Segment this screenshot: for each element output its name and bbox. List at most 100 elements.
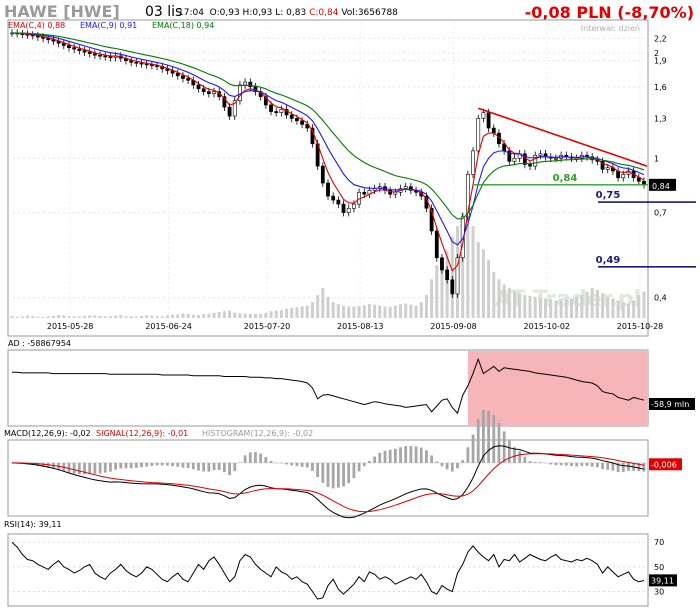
- macd-legend-item: HISTOGRAM(12,26,9): -0,02: [202, 429, 313, 438]
- candle-body: [248, 81, 253, 88]
- volume-bar: [207, 313, 211, 318]
- volume-bar: [72, 316, 76, 318]
- volume-bar: [26, 315, 30, 318]
- volume-bar: [316, 295, 320, 318]
- volume-bar: [129, 316, 133, 318]
- candle-body: [274, 111, 279, 113]
- volume-bar: [10, 315, 14, 318]
- volume-bar: [512, 291, 516, 318]
- histogram-bar: [77, 462, 81, 475]
- volume-bar: [471, 226, 475, 318]
- histogram-bar: [331, 462, 335, 489]
- histogram-bar: [243, 455, 247, 463]
- histogram-bar: [41, 462, 45, 467]
- price-tick-label: 2,2: [654, 34, 667, 43]
- histogram-bar: [435, 461, 439, 463]
- ad-last-box: [649, 398, 695, 410]
- candle-body: [87, 51, 92, 54]
- volume-bar: [388, 306, 392, 318]
- volume-bar: [481, 249, 485, 318]
- histogram-bar: [259, 453, 263, 463]
- candle-body: [175, 72, 180, 77]
- volume-bar: [580, 295, 584, 318]
- candle-body: [346, 207, 351, 213]
- histogram-bar: [217, 462, 221, 470]
- candle-body: [512, 158, 517, 162]
- volume-bar: [150, 315, 154, 318]
- volume-bar: [290, 307, 294, 318]
- volume-bar: [108, 316, 112, 318]
- x-tick-label: 2015-07-20: [244, 322, 291, 331]
- candle-body: [352, 203, 356, 209]
- x-tick-label: 2015-09-08: [430, 322, 477, 331]
- histogram-bar: [114, 462, 118, 470]
- histogram-bar: [523, 456, 527, 463]
- candle-body: [403, 186, 408, 189]
- histogram-bar: [145, 462, 149, 467]
- candle-body: [238, 84, 242, 102]
- volume-bar: [559, 300, 563, 318]
- volume-bar: [611, 298, 615, 318]
- volume-bar: [36, 316, 40, 318]
- histogram-bar: [414, 446, 418, 463]
- candle-body: [445, 269, 450, 281]
- candle-body: [300, 120, 304, 125]
- histogram-bar: [98, 462, 102, 474]
- histogram-bar: [321, 462, 325, 483]
- histogram-bar: [166, 462, 169, 466]
- candle-body: [362, 191, 367, 195]
- histogram-bar: [150, 462, 154, 466]
- volume-bar: [336, 303, 340, 318]
- candle-body: [61, 42, 66, 46]
- candle-body: [269, 104, 273, 112]
- resistance-trendline: [477, 107, 648, 167]
- volume-bar: [202, 314, 206, 318]
- histogram-bar: [181, 462, 185, 468]
- candle-body: [320, 165, 325, 184]
- x-tick-label: 2015-08-13: [337, 322, 384, 331]
- open-value: O:0,93: [209, 8, 240, 18]
- histogram-bar: [186, 462, 190, 469]
- volume-bar: [269, 311, 273, 318]
- volume-bar: [595, 289, 599, 318]
- histogram-bar: [290, 462, 294, 466]
- candle-body: [440, 257, 444, 271]
- volume-bar: [41, 316, 45, 318]
- histogram-bar: [580, 462, 584, 466]
- histogram-bar: [83, 462, 86, 475]
- candle-body: [186, 78, 191, 81]
- candle-body: [72, 47, 77, 50]
- histogram-bar: [305, 462, 309, 468]
- volume-bar: [383, 306, 387, 318]
- histogram-bar: [528, 461, 532, 463]
- ad-panel: AD : -58867954 -58,9 mln: [8, 339, 695, 425]
- histogram-bar: [336, 462, 340, 488]
- histogram-bar: [404, 446, 408, 463]
- histogram-bar: [36, 462, 40, 466]
- histogram-bar: [269, 460, 273, 463]
- histogram-bar: [171, 462, 174, 467]
- volume-bar: [430, 279, 434, 318]
- histogram-bar: [383, 450, 387, 463]
- candle-body: [429, 207, 434, 232]
- candle-body: [507, 150, 512, 162]
- volume-bar: [492, 272, 496, 318]
- candle-body: [408, 186, 413, 191]
- candle-body: [196, 84, 201, 90]
- histogram-bar: [549, 462, 553, 465]
- volume-bar: [637, 295, 641, 318]
- volume-bar: [378, 305, 382, 318]
- price-change: -0,08 PLN (-8,70%): [524, 3, 694, 22]
- panel-frames: [7, 19, 649, 607]
- volume-bar: [440, 258, 444, 318]
- volume-bar: [518, 293, 522, 318]
- volume-bar: [466, 198, 470, 318]
- volume-bar: [424, 295, 428, 318]
- volume-bar: [305, 305, 309, 318]
- volume-bar: [549, 299, 553, 318]
- volume-bar: [632, 300, 636, 318]
- volume-bar: [326, 296, 330, 318]
- ad-title: AD : -58867954: [8, 339, 71, 348]
- candle-body: [222, 96, 227, 108]
- panel-frame-2: [7, 439, 649, 517]
